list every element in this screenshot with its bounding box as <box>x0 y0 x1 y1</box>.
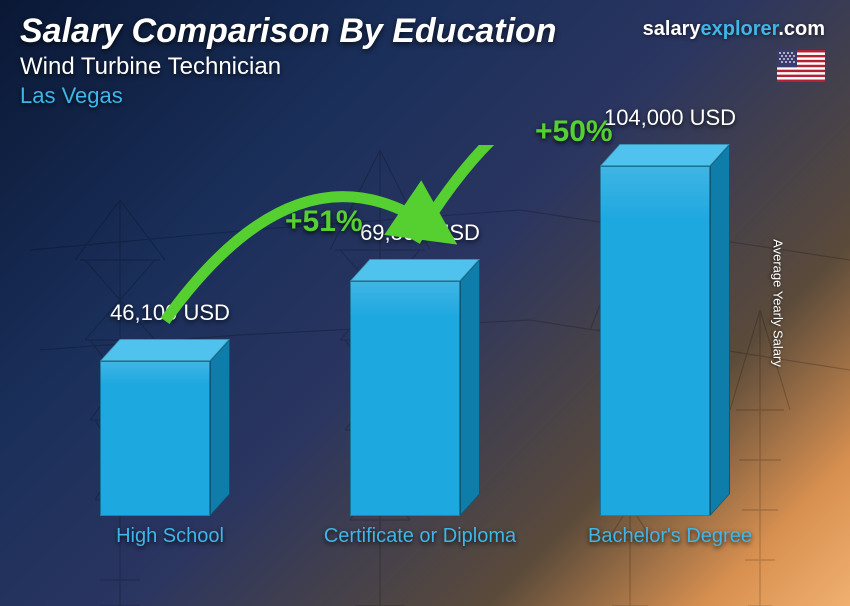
brand-logo: salaryexplorer.com <box>643 18 825 41</box>
brand-part3: .com <box>778 18 825 40</box>
increase-arc <box>60 145 770 576</box>
chart-subtitle: Wind Turbine Technician <box>20 53 830 81</box>
bar-chart: 46,100 USDHigh School69,800 USDCertifica… <box>60 145 770 576</box>
increase-label: +50% <box>535 115 613 149</box>
brand-part1: salary <box>643 18 701 40</box>
y-axis-label: Average Yearly Salary <box>771 239 786 367</box>
brand-part2: explorer <box>700 18 778 40</box>
flag-icon <box>777 50 825 82</box>
